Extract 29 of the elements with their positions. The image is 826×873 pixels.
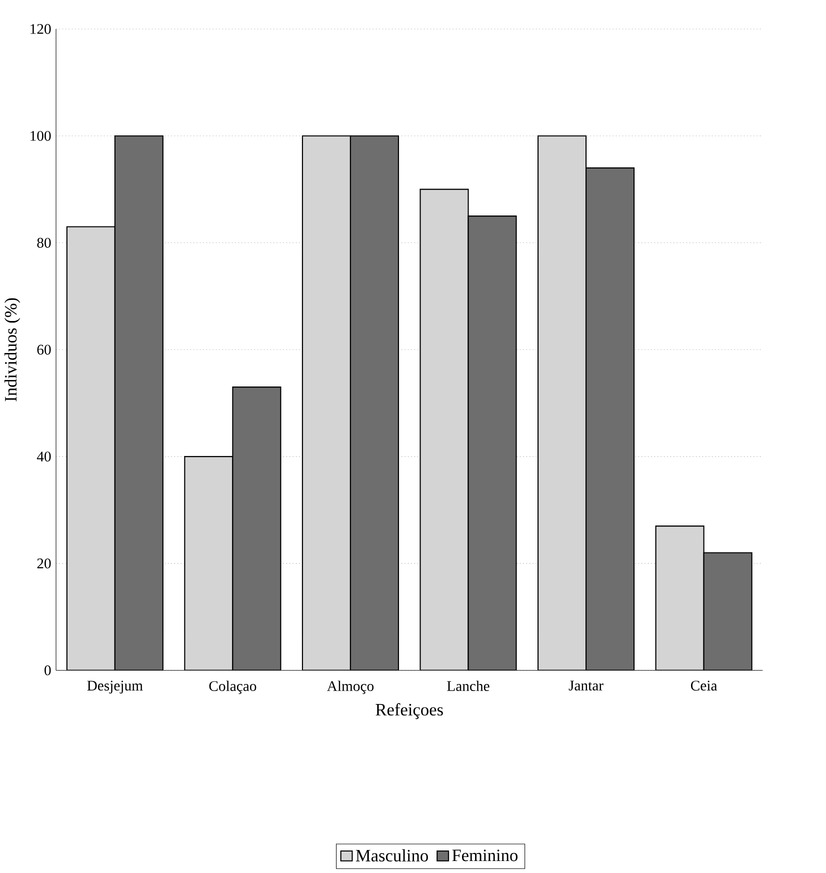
- bar: [302, 135, 352, 670]
- bar: [703, 552, 753, 670]
- y-tick-label: 80: [37, 238, 51, 248]
- y-axis-title: Individuos (%): [4, 298, 20, 402]
- x-tick-label: Ceia: [691, 680, 718, 691]
- y-tick-label: 0: [44, 665, 51, 676]
- y-tick-label: 60: [37, 344, 51, 355]
- y-tick-label: 40: [37, 452, 51, 462]
- bar: [66, 226, 116, 670]
- bar: [655, 525, 705, 670]
- legend-label: Masculino: [356, 849, 428, 862]
- bar: [184, 456, 234, 670]
- x-tick-label: Almoço: [327, 680, 374, 694]
- x-tick-label: Jantar: [569, 680, 604, 690]
- bar: [538, 135, 587, 670]
- y-tick-label: 20: [38, 558, 51, 568]
- bar: [468, 216, 517, 670]
- x-tick-label: Lanche: [447, 680, 490, 692]
- bar: [232, 386, 282, 670]
- y-tick-label: 100: [30, 130, 51, 141]
- bar: [586, 167, 635, 670]
- bar: [350, 135, 400, 670]
- legend-label: Feminino: [452, 850, 518, 862]
- x-tick-label: Desjejum: [87, 680, 143, 694]
- bar: [420, 188, 469, 670]
- x-tick-label: Colaçao: [209, 680, 256, 694]
- y-tick-label: 120: [30, 24, 51, 34]
- bar: [114, 135, 164, 670]
- x-axis-title: Refeiçoes: [376, 703, 444, 720]
